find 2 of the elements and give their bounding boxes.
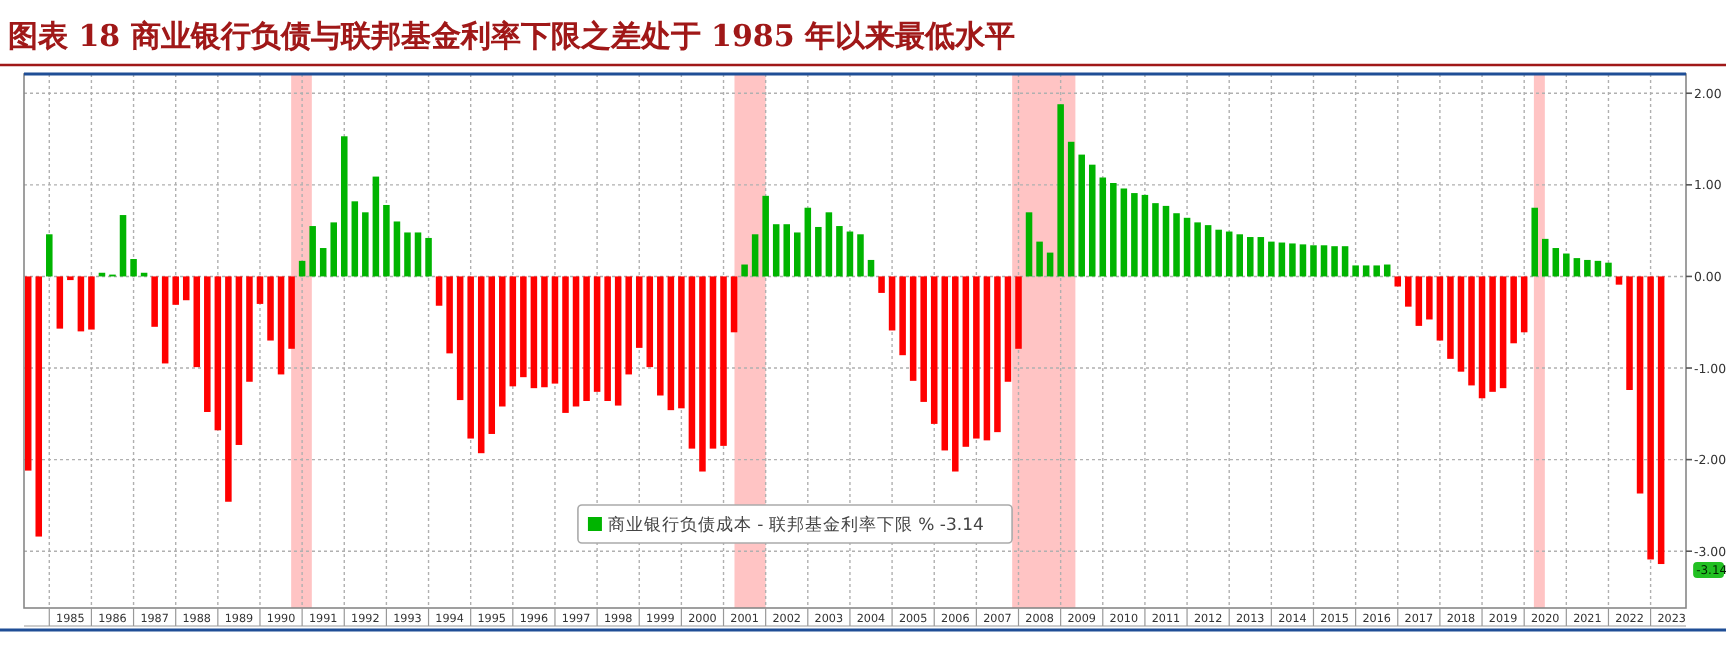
legend-label: 商业银行负债成本 - 联邦基金利率下限 % -3.14 [607, 514, 984, 536]
title: 图表 18 商业银行负债与联邦基金利率下限之差处于 1985 年以来最低水平 [8, 18, 1016, 54]
